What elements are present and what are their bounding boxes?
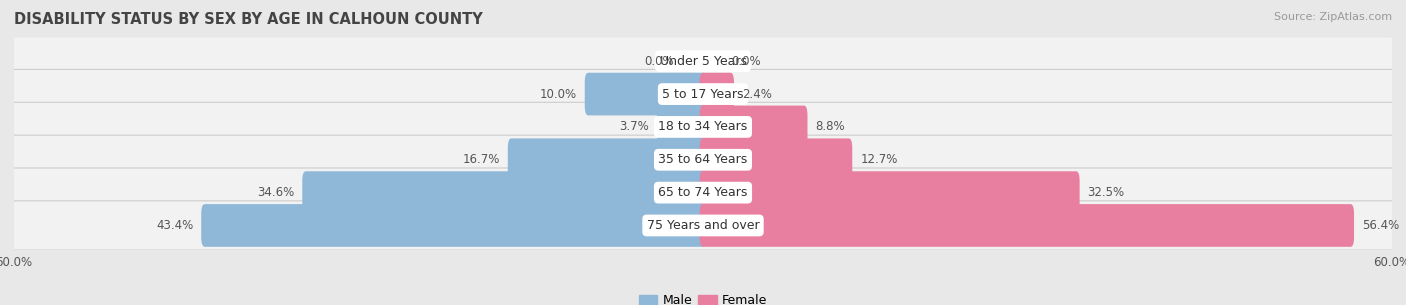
Text: Under 5 Years: Under 5 Years [659, 55, 747, 68]
Text: 75 Years and over: 75 Years and over [647, 219, 759, 232]
Text: 12.7%: 12.7% [860, 153, 897, 166]
FancyBboxPatch shape [10, 201, 1396, 250]
FancyBboxPatch shape [700, 204, 1354, 247]
FancyBboxPatch shape [10, 37, 1396, 86]
Text: Source: ZipAtlas.com: Source: ZipAtlas.com [1274, 12, 1392, 22]
Text: 56.4%: 56.4% [1362, 219, 1399, 232]
Text: 5 to 17 Years: 5 to 17 Years [662, 88, 744, 101]
Text: DISABILITY STATUS BY SEX BY AGE IN CALHOUN COUNTY: DISABILITY STATUS BY SEX BY AGE IN CALHO… [14, 12, 482, 27]
Text: 32.5%: 32.5% [1088, 186, 1125, 199]
Text: 2.4%: 2.4% [742, 88, 772, 101]
FancyBboxPatch shape [201, 204, 706, 247]
Text: 3.7%: 3.7% [619, 120, 650, 133]
FancyBboxPatch shape [10, 102, 1396, 152]
Text: 34.6%: 34.6% [257, 186, 294, 199]
FancyBboxPatch shape [700, 138, 852, 181]
Text: 18 to 34 Years: 18 to 34 Years [658, 120, 748, 133]
FancyBboxPatch shape [10, 168, 1396, 217]
FancyBboxPatch shape [302, 171, 706, 214]
Text: 16.7%: 16.7% [463, 153, 499, 166]
FancyBboxPatch shape [508, 138, 706, 181]
FancyBboxPatch shape [657, 106, 706, 148]
Text: 8.8%: 8.8% [815, 120, 845, 133]
Text: 0.0%: 0.0% [731, 55, 761, 68]
Text: 43.4%: 43.4% [156, 219, 193, 232]
FancyBboxPatch shape [10, 135, 1396, 185]
FancyBboxPatch shape [10, 70, 1396, 119]
Legend: Male, Female: Male, Female [634, 289, 772, 305]
Text: 65 to 74 Years: 65 to 74 Years [658, 186, 748, 199]
FancyBboxPatch shape [700, 171, 1080, 214]
FancyBboxPatch shape [700, 73, 734, 115]
FancyBboxPatch shape [585, 73, 706, 115]
FancyBboxPatch shape [700, 106, 807, 148]
Text: 0.0%: 0.0% [645, 55, 675, 68]
Text: 10.0%: 10.0% [540, 88, 576, 101]
Text: 35 to 64 Years: 35 to 64 Years [658, 153, 748, 166]
